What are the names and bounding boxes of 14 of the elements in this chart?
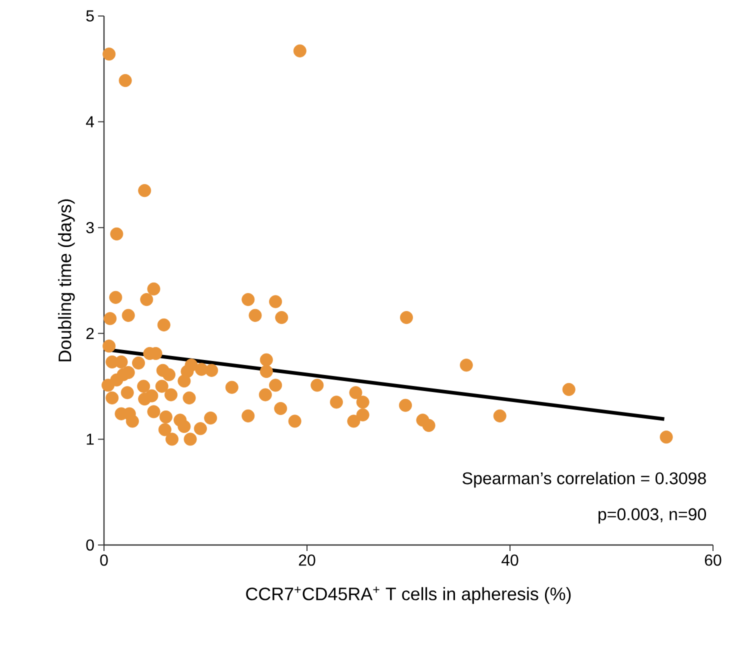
y-axis-title: Doubling time (days)	[58, 199, 75, 362]
x-tick-label: 20	[298, 554, 316, 566]
x-tick-label: 40	[501, 554, 518, 566]
x-tick-label: 0	[100, 554, 108, 566]
x-tick-label: 60	[704, 554, 722, 566]
y-tick-label: 2	[86, 328, 94, 339]
y-tick-label: 3	[86, 222, 94, 234]
y-tick-label: 1	[86, 434, 94, 445]
y-tick-label: 0	[86, 539, 94, 551]
y-tick-label: 4	[86, 116, 94, 128]
x-axis-title: CCR7$^{+}$CD45RA$^{+}$ T cells in apheresis (%)	[246, 586, 571, 604]
y-tick-label: 5	[86, 10, 94, 22]
annotation: p=0.003, n=90	[598, 508, 706, 524]
annotation: Spearman’s correlation = 0.3098	[462, 472, 706, 488]
